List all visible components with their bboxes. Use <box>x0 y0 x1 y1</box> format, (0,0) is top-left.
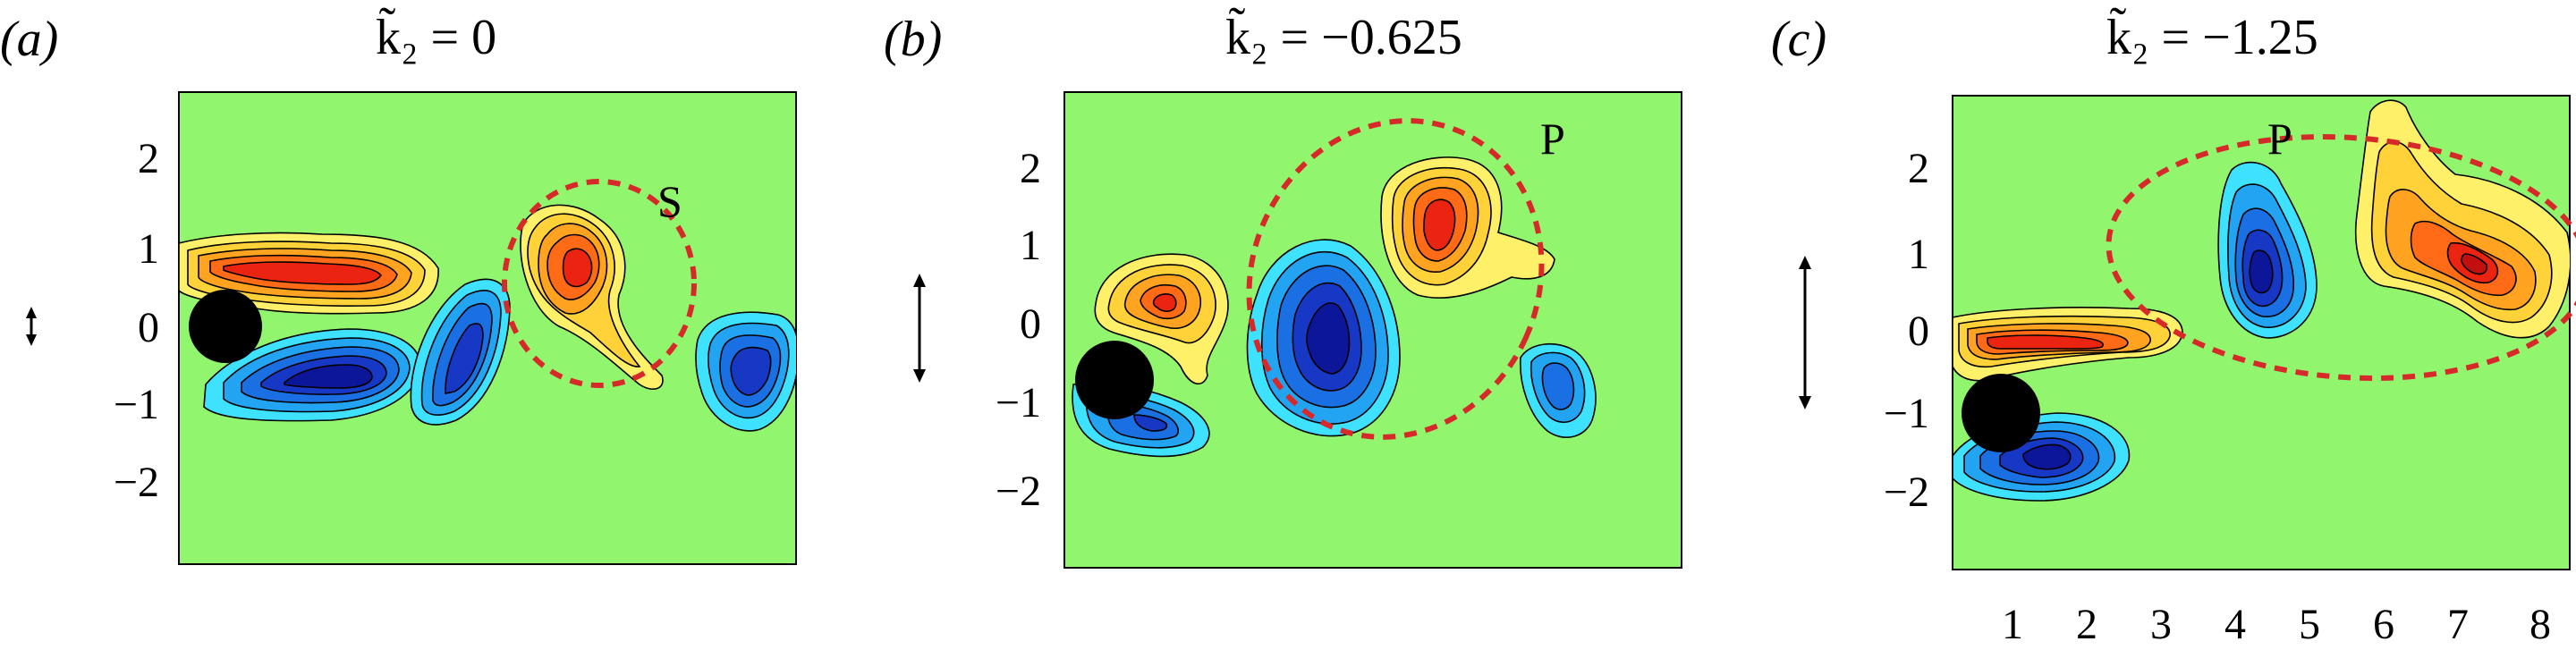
y-tick-label: −1 <box>114 381 159 428</box>
cylinder-b <box>1075 341 1154 419</box>
x-tick-label: 5 <box>2299 601 2320 648</box>
y-tick-label: 2 <box>1020 145 1041 192</box>
x-tick-label: 3 <box>2150 601 2172 648</box>
x-tick-label: 4 <box>2224 601 2246 648</box>
cylinder-c <box>1962 374 2040 452</box>
y-tick-label: −2 <box>1884 469 1929 516</box>
x-tick-label: 2 <box>2076 601 2097 648</box>
y-tick-label: −1 <box>996 379 1041 426</box>
x-tick-label: 7 <box>2447 601 2469 648</box>
x-tick-label: 6 <box>2373 601 2394 648</box>
y-tick-label: −2 <box>114 459 159 506</box>
oscillation-arrow-a <box>26 307 37 346</box>
y-axis-ticks-b: 2 1 0 −1 −2 <box>996 145 1041 515</box>
panel-title-c: k̃₂ = −1.25 <box>2106 7 2318 65</box>
contours-a <box>179 204 796 432</box>
panel-a: (a) k̃₂ = 0 <box>0 7 797 565</box>
panel-letter-b: (b) <box>884 12 942 67</box>
oscillation-arrow-b <box>913 274 926 383</box>
region-label-a: S <box>657 176 682 226</box>
panel-b: (b) k̃₂ = −0.625 <box>884 7 1682 569</box>
y-tick-label: 1 <box>138 225 159 273</box>
panel-title-a: k̃₂ = 0 <box>376 7 496 65</box>
y-tick-label: 0 <box>138 304 159 351</box>
oscillation-arrow-c <box>1799 256 1811 409</box>
x-axis-ticks-c: 1 2 3 4 5 6 7 8 <box>2002 601 2551 648</box>
enclosure-ring-a <box>502 179 697 388</box>
panel-title-b: k̃₂ = −0.625 <box>1225 7 1462 65</box>
y-tick-label: 0 <box>1020 300 1041 348</box>
y-tick-label: 0 <box>1908 308 1929 355</box>
y-tick-label: −2 <box>996 468 1041 515</box>
region-label-c: P <box>2267 114 2292 164</box>
y-tick-label: −1 <box>1884 390 1929 437</box>
panel-c: (c) k̃₂ = −1.25 <box>1771 7 2576 648</box>
enclosure-ring-b <box>1246 118 1545 440</box>
x-tick-label: 8 <box>2529 601 2551 648</box>
y-axis-ticks-c: 2 1 0 −1 −2 <box>1884 145 1929 516</box>
contours-b <box>1072 156 1597 458</box>
x-tick-label: 1 <box>2002 601 2023 648</box>
panel-letter-a: (a) <box>0 12 58 67</box>
y-tick-label: 2 <box>1908 145 1929 192</box>
enclosure-ring-c <box>2106 134 2576 381</box>
y-tick-label: 1 <box>1908 231 1929 278</box>
panel-letter-c: (c) <box>1771 12 1826 67</box>
y-axis-ticks-a: 2 1 0 −1 −2 <box>114 135 159 506</box>
cylinder-a <box>189 290 262 363</box>
y-tick-label: 1 <box>1020 222 1041 269</box>
y-tick-label: 2 <box>138 135 159 182</box>
region-label-b: P <box>1540 114 1565 164</box>
